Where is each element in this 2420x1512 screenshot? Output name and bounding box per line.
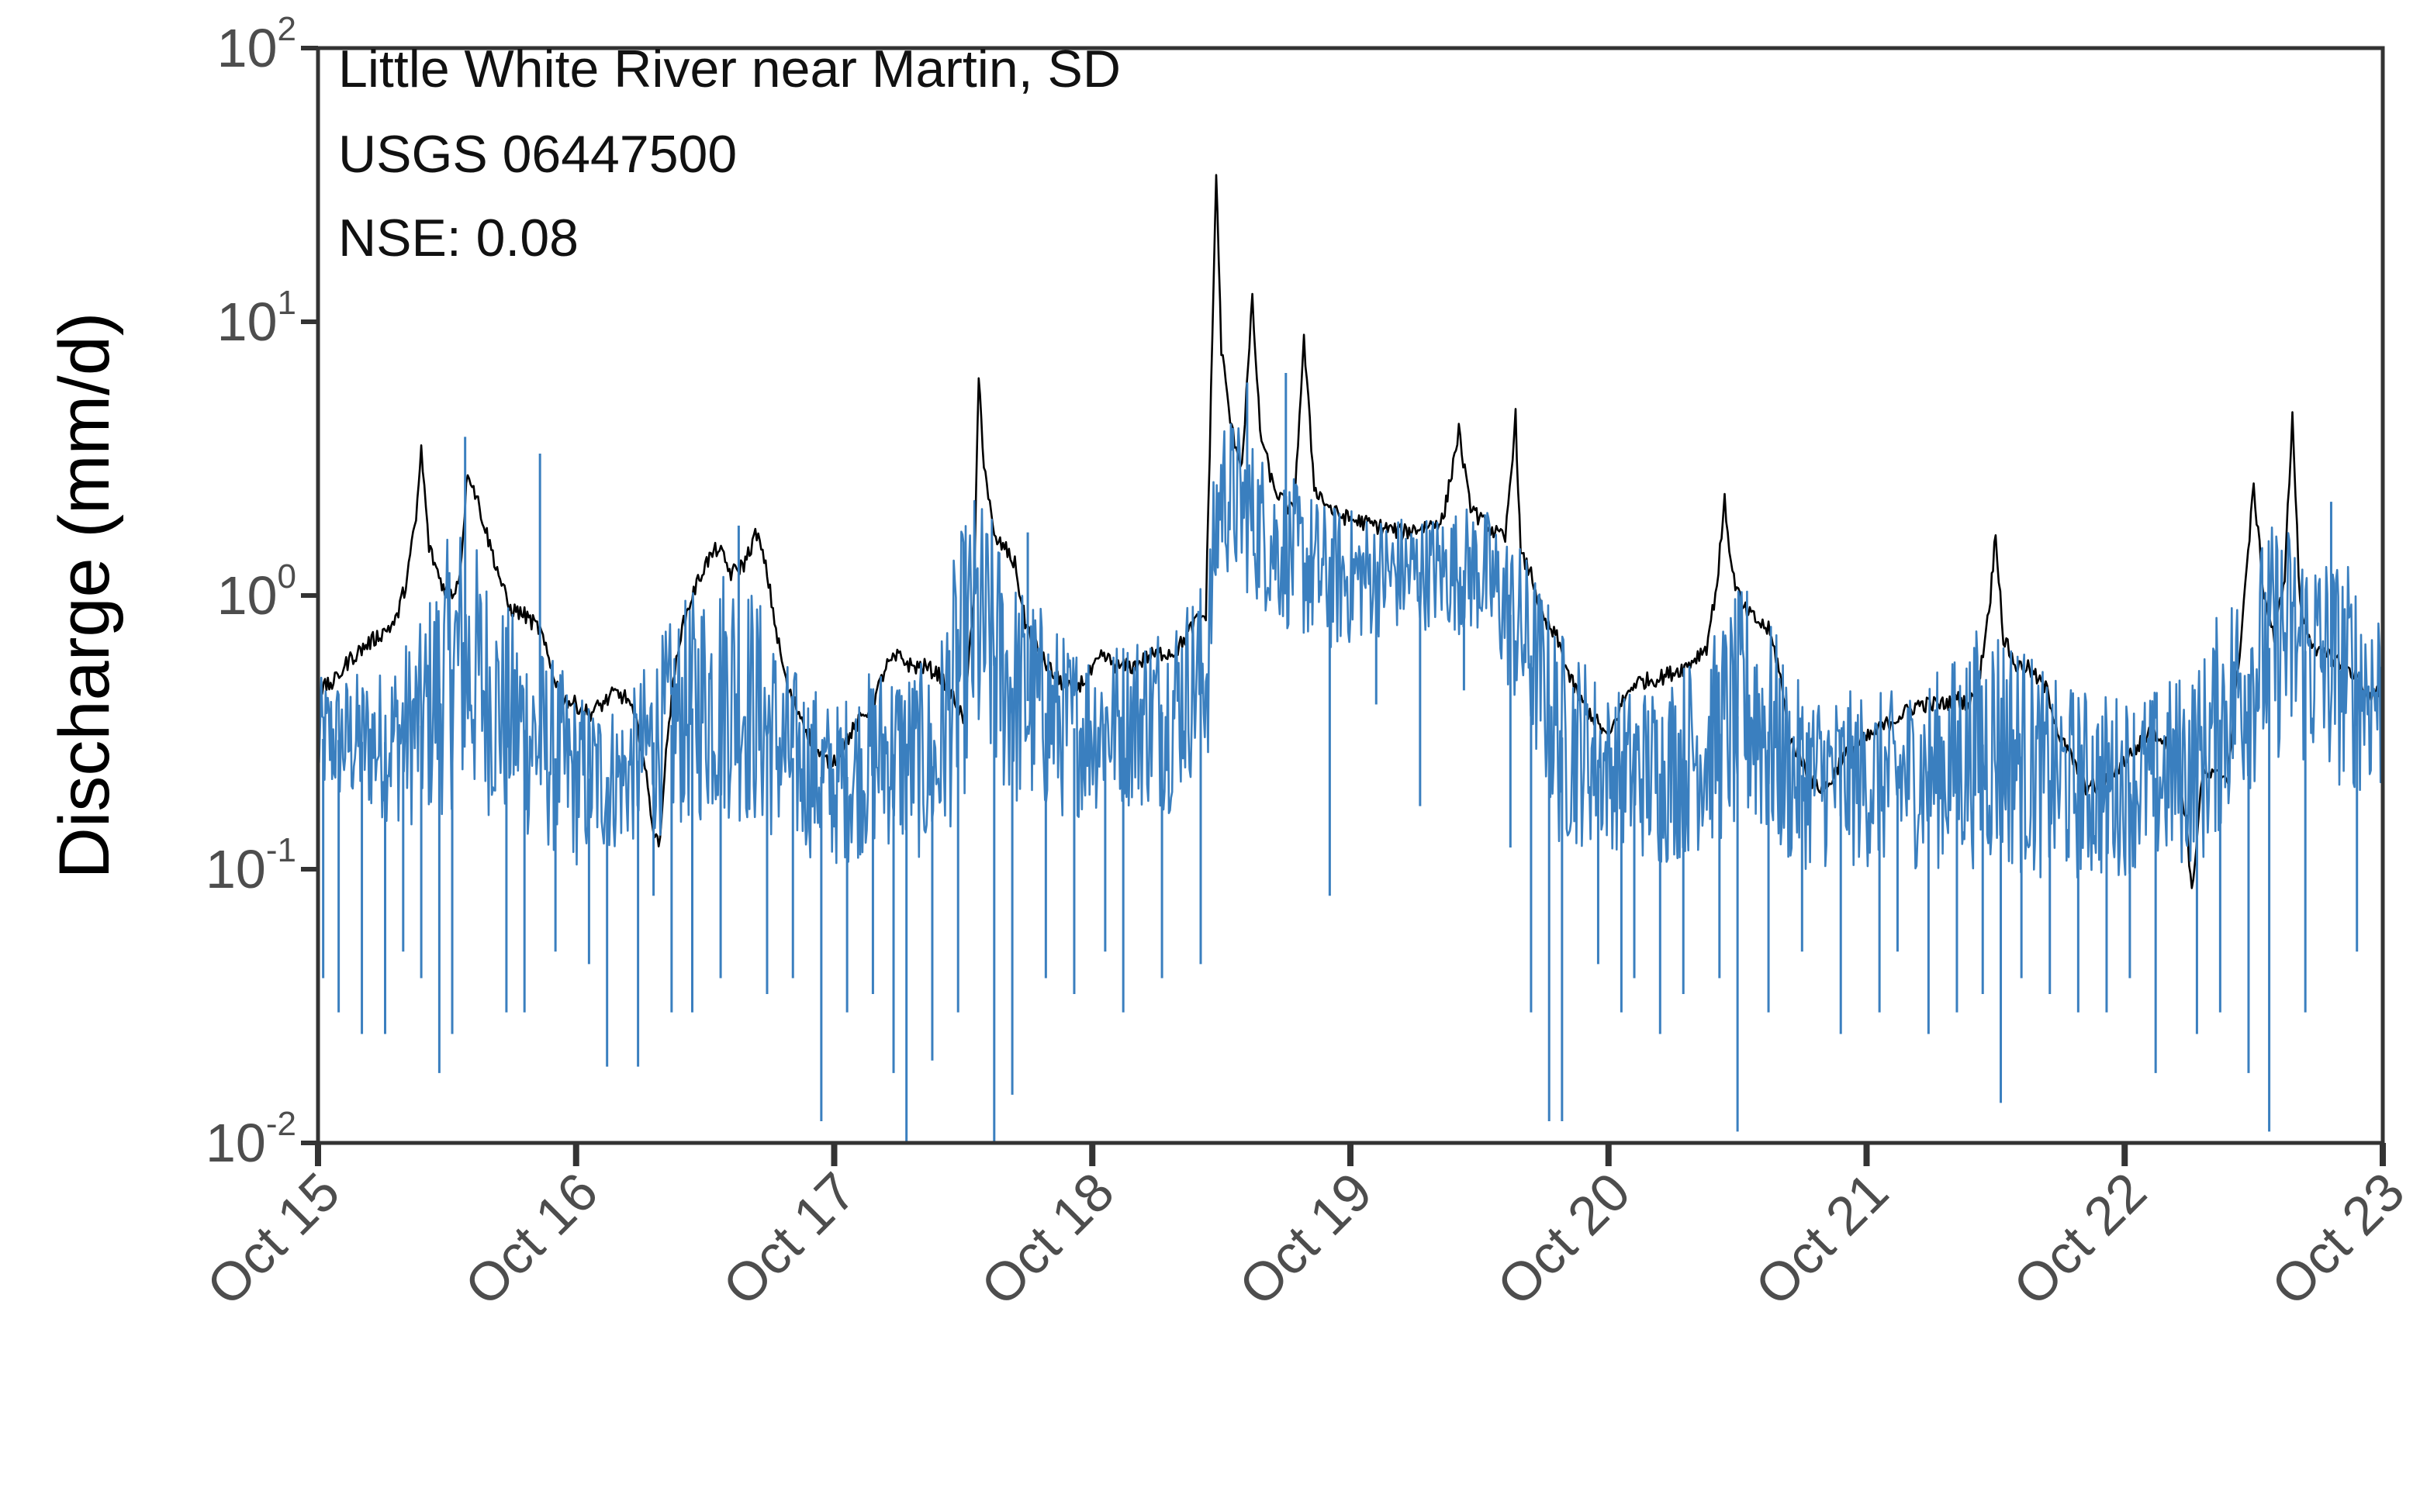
annotation-gauge-id: USGS 06447500 (338, 125, 737, 184)
series-layer (318, 174, 2383, 1143)
annotation-nse: NSE: 0.08 (338, 209, 579, 268)
y-axis: 10-2 10-1 100 101 102 (206, 10, 318, 1173)
x-tick-label: Oct 19 (1228, 1161, 1384, 1317)
simulated-series-line (318, 423, 2383, 879)
y-axis-label: Discharge (mm/d) (45, 312, 124, 879)
x-tick-label: Oct 22 (2002, 1161, 2158, 1317)
x-tick-label: Oct 21 (1744, 1161, 1900, 1317)
x-axis: Oct 15 Oct 16 Oct 17 Oct 18 Oct 19 Oct 20 Oct … (195, 1143, 2416, 1317)
annotation-site-name: Little White River near Martin, SD (338, 40, 1121, 98)
x-tick-label: Oct 16 (453, 1161, 609, 1317)
x-tick-label: Oct 18 (970, 1161, 1125, 1317)
y-tick-label: 101 (217, 284, 296, 352)
x-tick-label: Oct 15 (195, 1161, 351, 1317)
y-tick-label: 10-2 (206, 1105, 296, 1173)
y-tick-label: 10-1 (206, 831, 296, 899)
x-tick-label: Oct 17 (711, 1161, 867, 1317)
x-tick-label: Oct 20 (1485, 1161, 1641, 1317)
y-tick-label: 102 (217, 10, 296, 78)
x-tick-label: Oct 23 (2260, 1161, 2416, 1317)
y-tick-label: 100 (217, 558, 296, 626)
